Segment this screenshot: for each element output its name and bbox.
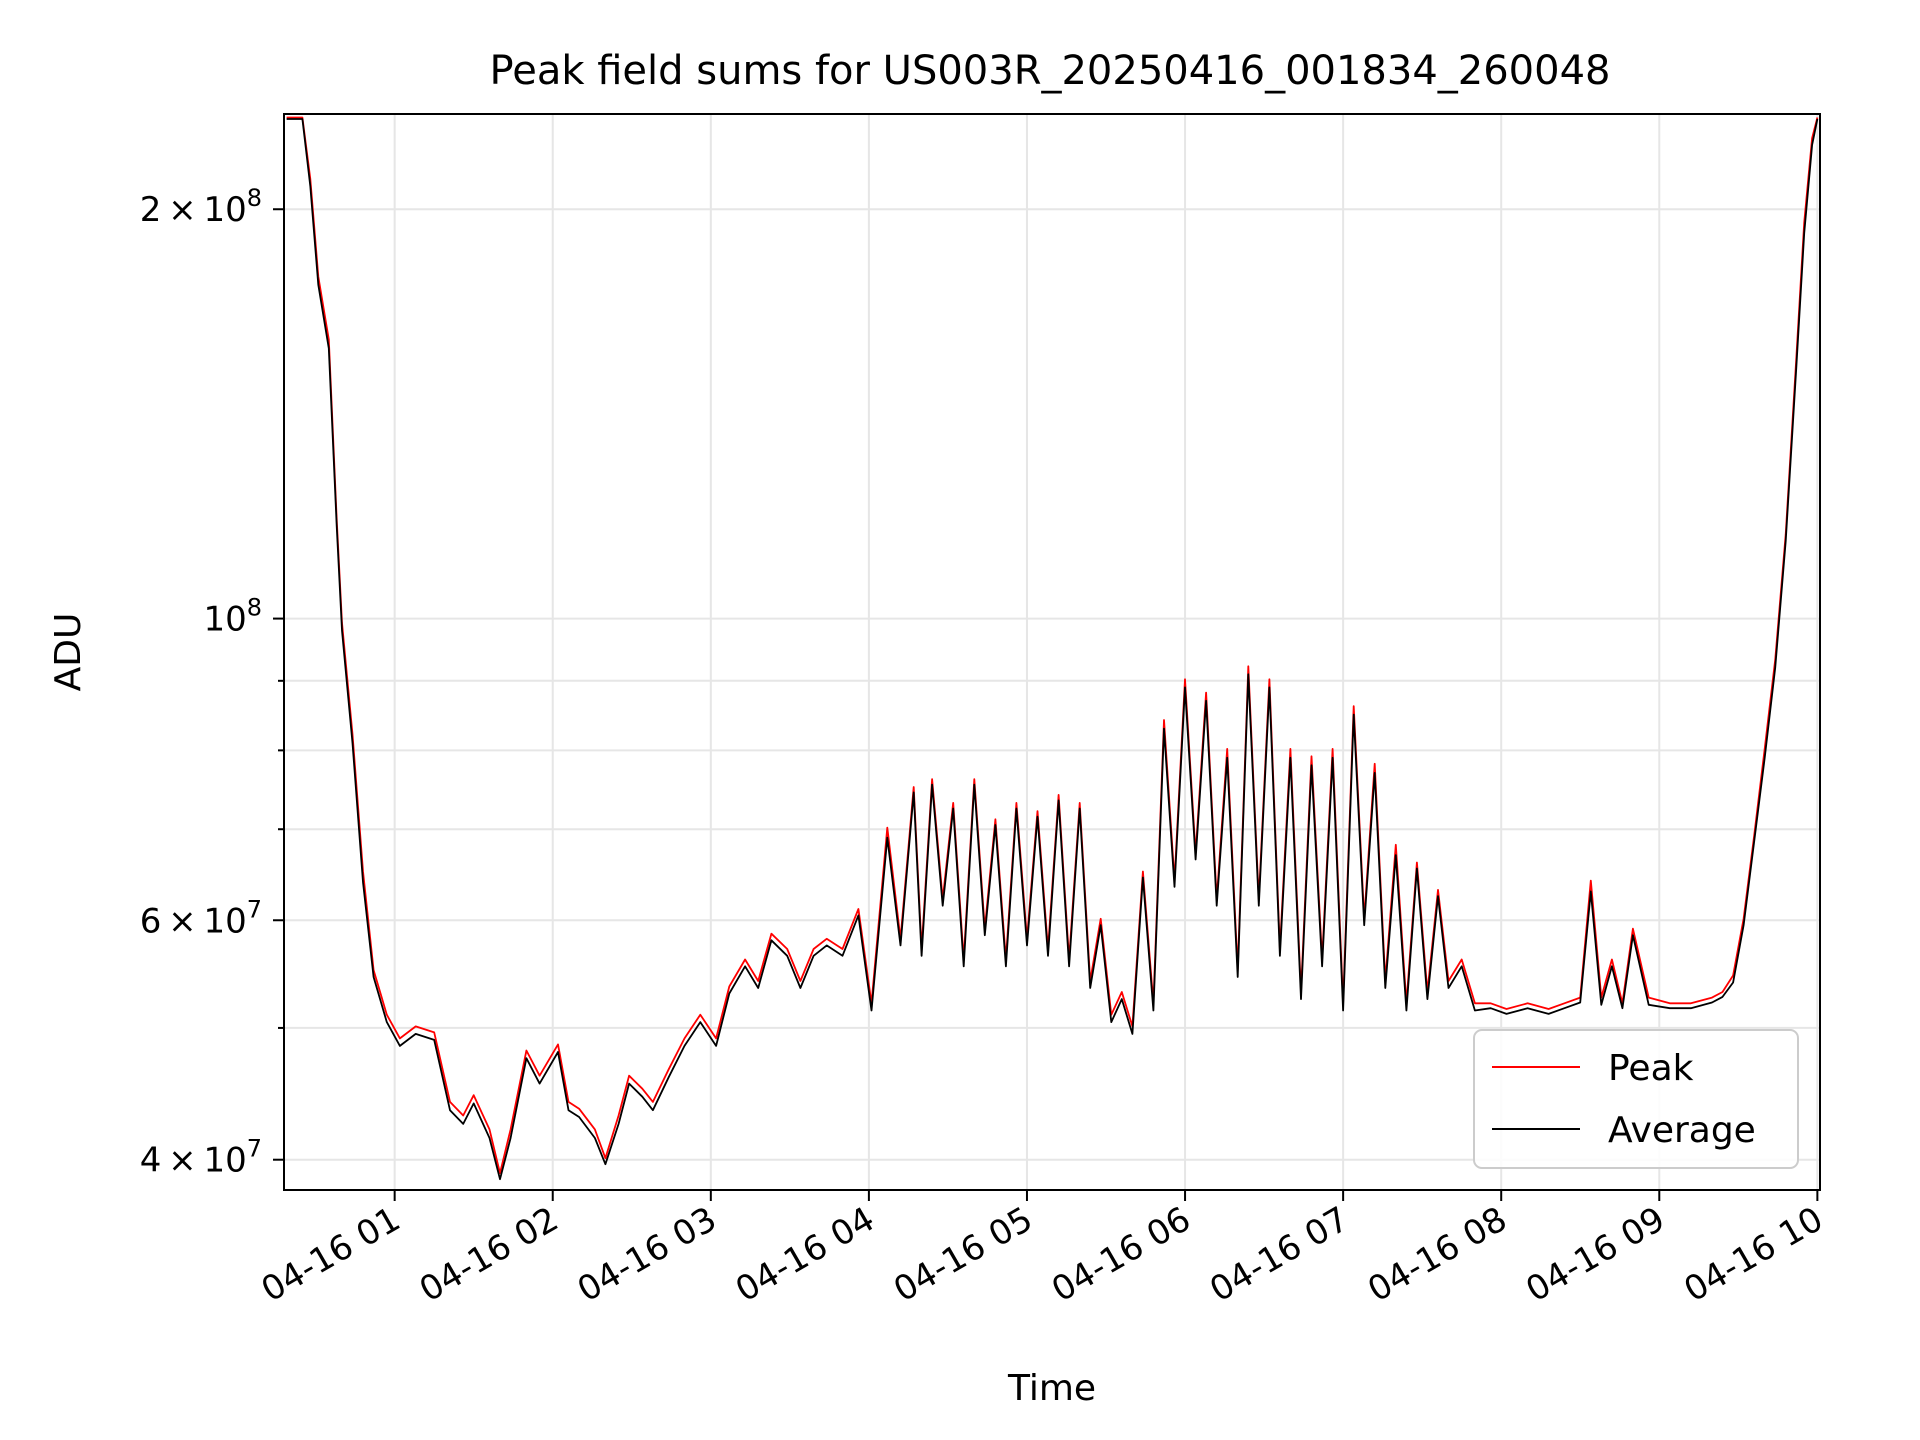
- series-line-average: [286, 118, 1819, 1181]
- legend-box: [1473, 1029, 1799, 1169]
- y-tick-label: 2 × 108: [140, 184, 262, 230]
- grid-layer: [284, 114, 1820, 1190]
- plot-frame: [283, 113, 1821, 1191]
- legend-label-average: Average: [1608, 1110, 1756, 1151]
- chart-title: Peak field sums for US003R_20250416_0018…: [490, 48, 1611, 94]
- y-axis-label: ADU: [48, 613, 89, 692]
- series-layer: [286, 116, 1819, 1181]
- y-tick-label: 108: [203, 594, 262, 640]
- legend: Peak Average: [1473, 1029, 1799, 1169]
- x-axis-label: Time: [1007, 1368, 1096, 1409]
- y-tick-label: 6 × 107: [140, 895, 262, 941]
- y-tick-label: 4 × 107: [140, 1135, 262, 1181]
- legend-label-peak: Peak: [1608, 1048, 1694, 1089]
